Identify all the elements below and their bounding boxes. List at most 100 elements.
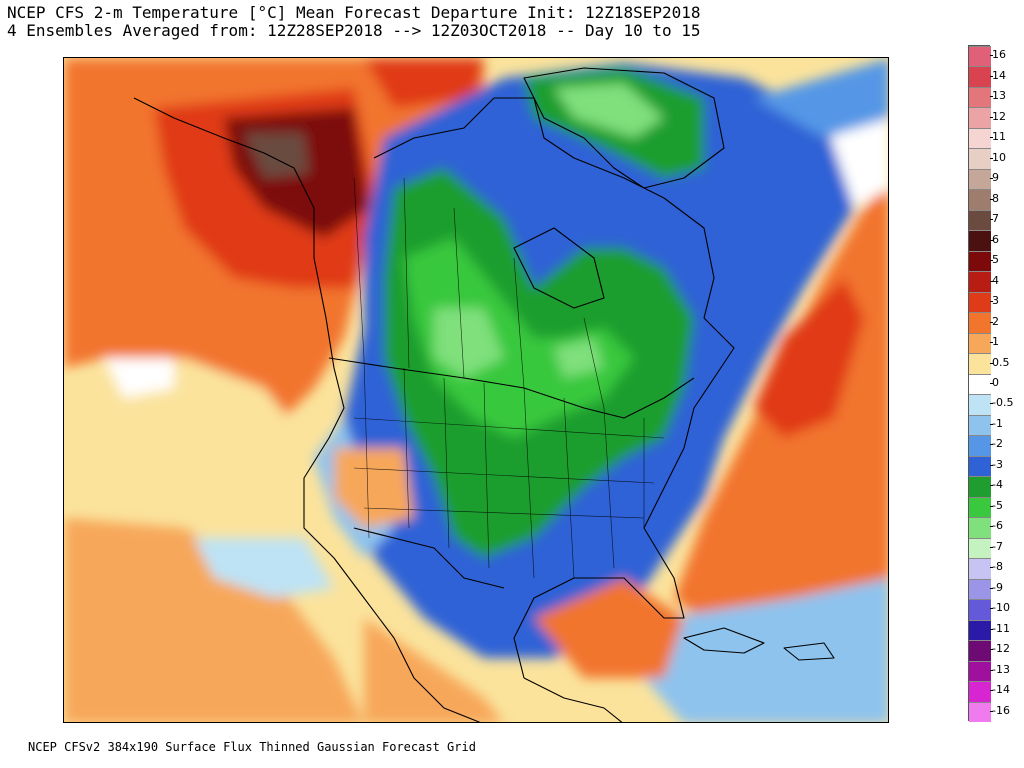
colorbar-label: 0.5 [992,355,1010,369]
colorbar-label: 13 [992,89,1006,103]
colorbar-tick [990,157,993,159]
colorbar-label: -0.5 [992,396,1014,410]
colorbar-cell [969,46,991,67]
anomaly-zone-pacific-white [104,358,174,398]
colorbar-cell [969,127,991,149]
colorbar-tick [990,137,993,139]
coastline-arctic [373,97,715,319]
colorbar-cell [969,578,991,600]
colorbar-tick [990,546,993,548]
coastlines [133,67,835,722]
colorbar-cell [969,517,991,538]
colorbar-cell [969,599,991,620]
colorbar-cell [969,66,991,87]
colorbar-label: -12 [992,642,1010,656]
colorbar-tick [990,608,993,610]
anomaly-zone-cold-peak-east [554,338,604,378]
state-lines-west [363,357,490,569]
colorbar-cell [969,558,991,579]
colorbar-cell [969,537,991,559]
colorbar-cell [969,455,991,477]
colorbar-label: -6 [992,519,1003,533]
colorbar-label: -14 [992,683,1010,697]
colorbar-cell [969,619,991,641]
colorbar-label: -4 [992,478,1003,492]
state-borders [353,177,665,579]
colorbar-label: -7 [992,539,1003,553]
colorbar-tick [990,342,993,344]
colorbar-tick [990,505,993,507]
colorbar-label: 5 [992,253,999,267]
coastline-hispaniola [783,642,835,661]
anomaly-zone-mexico-warm [364,618,503,722]
colorbar-tick [990,301,993,303]
anomaly-zone-pacific-orange-south [64,518,364,722]
colorbar-tick [990,485,993,487]
anomaly-zone-pacific-cool [194,538,334,598]
colorbar-tick [990,690,993,692]
colorbar-tick [990,198,993,200]
colorbar-label: 14 [992,68,1006,82]
colorbar-tick [990,96,993,98]
colorbar-label: -1 [992,416,1003,430]
colorbar-label: -8 [992,560,1003,574]
coastline-west [133,97,481,722]
colorbar-cell [969,701,991,722]
anomaly-map [64,58,888,722]
colorbar-tick [990,464,993,466]
colorbar-tick [990,75,993,77]
colorbar-tick [990,321,993,323]
colorbar-tick [990,239,993,241]
colorbar-label: 6 [992,232,999,246]
anomaly-zone-atlantic-hot [754,278,864,438]
colorbar-cell [969,332,991,354]
colorbar-tick [990,567,993,569]
anomaly-zone-cold-peak [434,308,504,378]
colorbar-cell [969,373,991,395]
colorbar-tick [990,383,993,384]
colorbar-label: 8 [992,191,999,205]
footer-note: NCEP CFSv2 384x190 Surface Flux Thinned … [28,740,476,754]
colorbar-cell [969,496,991,518]
colorbar-label: -2 [992,437,1003,451]
anomaly-zone-greenland-peak [554,83,664,138]
colorbar-label: 4 [992,273,999,287]
colorbar [968,45,991,722]
colorbar-tick [990,55,993,57]
colorbar-label: -11 [992,621,1010,635]
colorbar-cell [969,86,991,108]
state-lines-east [523,387,645,579]
colorbar-tick [990,280,993,282]
border-us-canada [328,357,695,419]
colorbar-label: 7 [992,212,999,226]
colorbar-tick [990,628,993,630]
colorbar-cell [969,640,991,661]
colorbar-label: 12 [992,109,1006,123]
colorbar-tick [990,526,993,528]
colorbar-tick [990,710,993,712]
colorbar-label: -5 [992,498,1003,512]
colorbar-cell [969,250,991,272]
colorbar-cell [969,209,991,231]
colorbar-cell [969,476,991,497]
colorbar-cell [969,353,991,374]
colorbar-tick [990,444,993,446]
colorbar-label: 16 [992,48,1006,62]
colorbar-tick [990,116,993,118]
colorbar-tick [990,587,993,589]
colorbar-label: -13 [992,662,1010,676]
colorbar-label: 9 [992,171,999,185]
colorbar-label: -9 [992,580,1003,594]
border-us-mexico [353,527,505,589]
colorbar-cell [969,394,991,415]
colorbar-cell [969,189,991,210]
chart-title-line-2: 4 Ensembles Averaged from: 12Z28SEP2018 … [7,21,701,40]
colorbar-tick [990,260,993,262]
colorbar-tick [990,219,993,221]
colorbar-label: -3 [992,457,1003,471]
province-lines [353,177,605,409]
anomaly-zone-gulf-warm [534,578,684,678]
colorbar-label: -16 [992,703,1010,717]
colorbar-cell [969,435,991,456]
colorbar-label: 2 [992,314,999,328]
